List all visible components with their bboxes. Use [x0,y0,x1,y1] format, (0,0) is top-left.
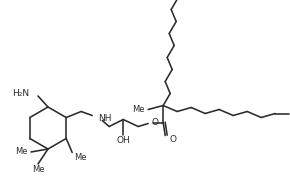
Text: H₂N: H₂N [12,89,29,98]
Text: Me: Me [74,153,87,162]
Text: NH: NH [98,114,112,123]
Text: OH: OH [116,136,130,145]
Text: O: O [151,118,158,127]
Text: Me: Me [132,105,144,114]
Text: Me: Me [32,165,44,174]
Text: O: O [169,135,176,144]
Text: Me: Me [15,147,28,156]
